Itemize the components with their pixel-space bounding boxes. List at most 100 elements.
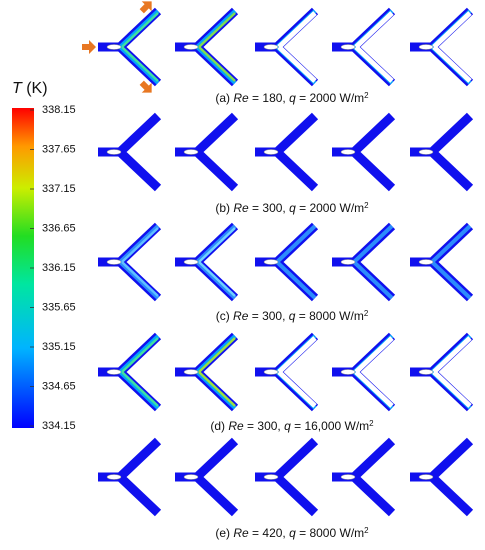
junction-core	[106, 474, 122, 480]
channel-core	[432, 11, 472, 83]
junction-core	[106, 44, 122, 50]
caption-part: = 8000 W/m	[296, 526, 364, 540]
caption-part: = 180,	[249, 91, 289, 105]
junction-core	[263, 259, 279, 265]
junction-image	[98, 112, 162, 192]
caption-part: = 300,	[249, 201, 289, 215]
junction-core	[263, 44, 279, 50]
tick-label: 336.15	[42, 262, 76, 274]
channel-glow	[118, 224, 160, 300]
channel-core	[277, 336, 317, 408]
tick-label: 334.15	[42, 420, 76, 432]
tick-label: 338.15	[42, 104, 76, 116]
junction-core	[183, 149, 199, 155]
caption-part: = 16,000 W/m	[291, 419, 369, 433]
junction-image	[410, 332, 474, 412]
junction-image	[332, 222, 396, 302]
caption-part: Re	[233, 201, 249, 215]
junction-image	[175, 7, 239, 87]
caption-part: q	[289, 309, 296, 323]
channel-core	[277, 11, 317, 83]
junction-core	[183, 44, 199, 50]
channel-core	[198, 337, 236, 407]
caption-part: 2	[364, 526, 369, 535]
caption-part: (c)	[216, 309, 233, 323]
caption-part: Re	[233, 526, 249, 540]
channel-glow	[118, 9, 160, 85]
title-symbol: T	[12, 80, 23, 97]
junction-image	[332, 112, 396, 192]
junction-image	[255, 222, 319, 302]
tick-label: 335.15	[42, 341, 76, 353]
junction-image	[175, 222, 239, 302]
channel-glow	[195, 9, 237, 85]
caption-part: = 2000 W/m	[296, 91, 364, 105]
junction-image	[175, 112, 239, 192]
caption-part: Re	[233, 91, 249, 105]
row-caption: (d) Re = 300, q = 16,000 W/m2	[210, 419, 374, 434]
caption-part: (b)	[215, 201, 233, 215]
caption-part: = 8000 W/m	[295, 309, 363, 323]
tick-label: 337.15	[42, 183, 76, 195]
colorbar-title: T (K)	[12, 80, 48, 97]
channel-glow	[195, 334, 237, 410]
junction-core	[106, 369, 122, 375]
junction-core	[418, 149, 434, 155]
channel-glow	[275, 224, 317, 300]
junction-core	[263, 369, 279, 375]
junction-core	[418, 44, 434, 50]
junction-core	[183, 474, 199, 480]
junction-image	[410, 222, 474, 302]
junction-image	[255, 112, 319, 192]
junction-core	[183, 259, 199, 265]
row-caption: (b) Re = 300, q = 2000 W/m2	[215, 201, 369, 216]
junction-core	[418, 369, 434, 375]
channel-glow	[118, 334, 160, 410]
junction-image	[175, 437, 239, 517]
junction-image	[175, 332, 239, 412]
caption-part: = 2000 W/m	[296, 201, 364, 215]
row-caption: (c) Re = 300, q = 8000 W/m2	[216, 309, 369, 324]
tick-label: 337.65	[42, 143, 76, 155]
junction-core	[340, 259, 356, 265]
junction-core	[418, 474, 434, 480]
caption-part: (e)	[215, 526, 233, 540]
junction-image	[82, 1, 162, 93]
junction-image	[410, 437, 474, 517]
junction-core	[183, 369, 199, 375]
junction-image	[98, 332, 162, 412]
channel-core	[354, 336, 394, 408]
junction-image	[98, 222, 162, 302]
caption-part: q	[289, 201, 296, 215]
junction-core	[340, 369, 356, 375]
junction-core	[340, 474, 356, 480]
channel-core	[198, 12, 236, 82]
junction-image	[410, 7, 474, 87]
channel-core	[354, 11, 394, 83]
tick-label: 335.65	[42, 301, 76, 313]
caption-part: 2	[364, 309, 369, 318]
junction-core	[418, 259, 434, 265]
caption-part: = 300,	[248, 309, 288, 323]
channel-glow	[195, 224, 237, 300]
junction-core	[106, 149, 122, 155]
junction-image	[332, 332, 396, 412]
caption-part: q	[289, 91, 296, 105]
channel-core	[198, 227, 236, 297]
channel-glow	[430, 224, 472, 300]
caption-part: = 300,	[244, 419, 284, 433]
flow-arrow	[82, 40, 96, 54]
channel-core	[121, 227, 159, 297]
channel-core	[121, 337, 159, 407]
caption-part: 2	[364, 201, 369, 210]
tick-label: 334.65	[42, 380, 76, 392]
junction-image	[98, 437, 162, 517]
junction-core	[340, 44, 356, 50]
caption-part: (d)	[210, 419, 228, 433]
caption-part: q	[289, 526, 296, 540]
row-caption: (a) Re = 180, q = 2000 W/m2	[215, 91, 369, 106]
junction-image	[255, 332, 319, 412]
caption-part: 2	[369, 419, 374, 428]
